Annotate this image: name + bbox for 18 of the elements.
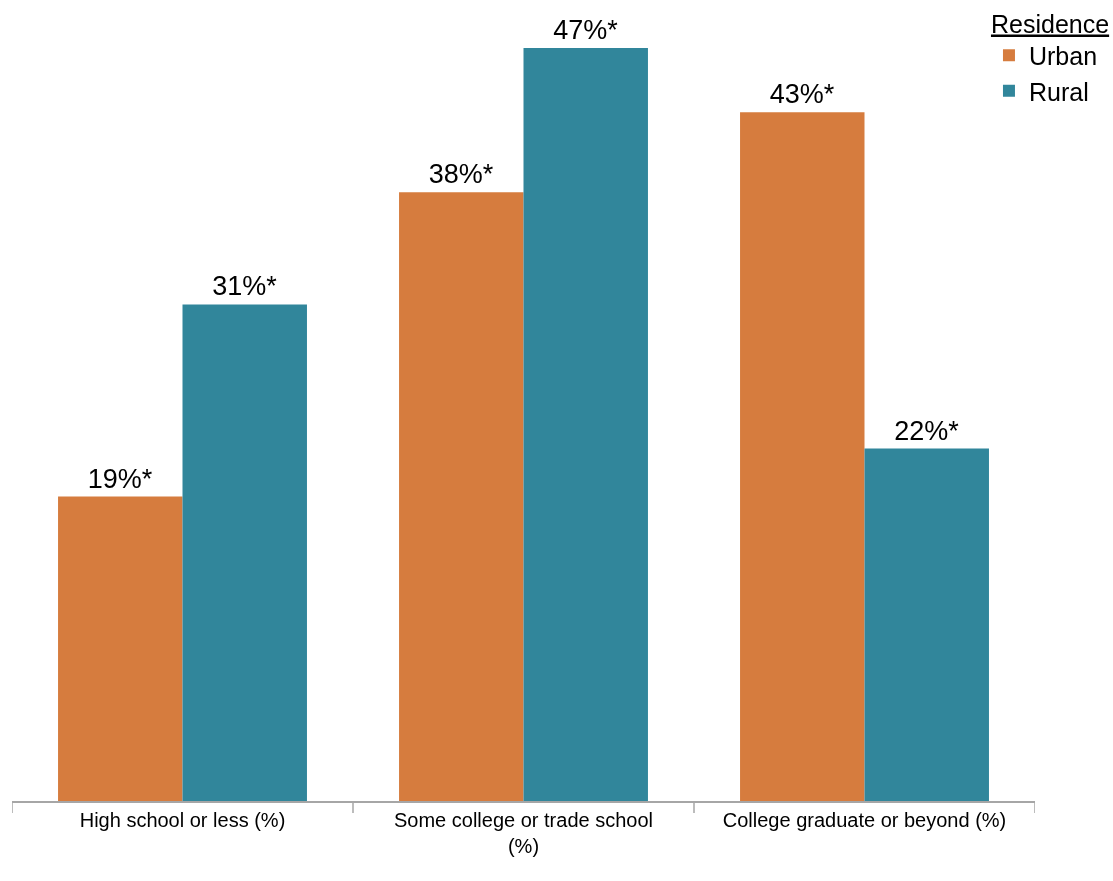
data-label: 43%* [769,79,835,110]
bar [58,496,183,801]
bar [864,448,989,801]
data-label: 31%* [212,271,278,302]
x-tick-label: High school or less (%) [79,808,286,831]
bar [740,112,865,801]
legend-label: Rural [1028,77,1089,106]
data-label: 19%* [87,463,153,494]
x-tick-label: College graduate or beyond (%) [722,808,1007,831]
data-label: 47%* [553,15,619,46]
bar [523,48,648,801]
x-tick-label: Some college or trade school (%) [393,808,654,857]
bar [182,304,307,801]
legend-label: Urban [1028,42,1098,70]
data-label: 38%* [428,159,494,190]
bar [399,192,524,801]
data-label: 22%* [894,415,960,446]
legend-title: Residence [990,9,1110,38]
